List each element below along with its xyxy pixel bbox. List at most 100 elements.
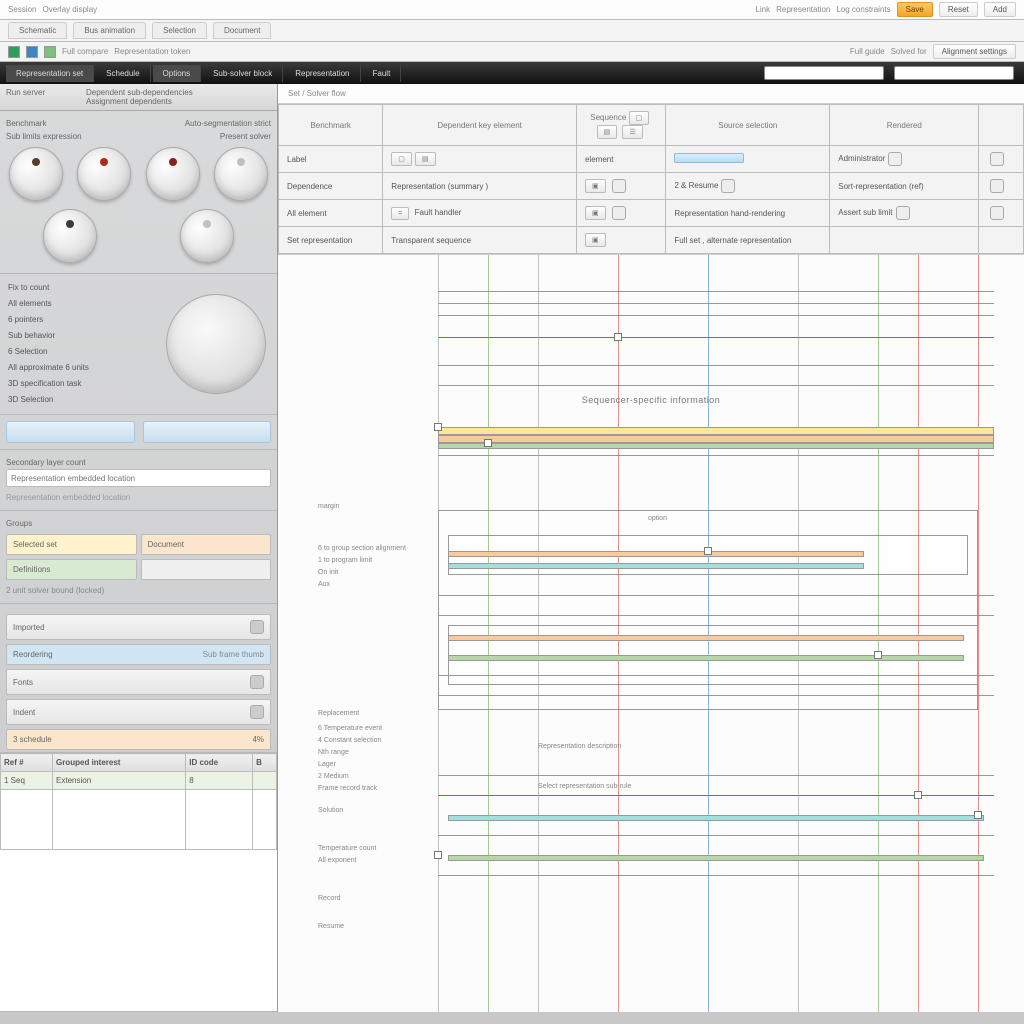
nav-item-3[interactable]: Sub-solver block — [203, 65, 283, 82]
diagram-side-label: Lager — [318, 761, 336, 768]
diagram-node — [484, 439, 492, 447]
list-item[interactable]: All elements — [6, 296, 153, 312]
tag-selected-set[interactable]: Selected set — [6, 534, 137, 555]
ctrl-imported[interactable]: Imported — [6, 614, 271, 640]
tb1-left-0[interactable]: Session — [8, 5, 36, 14]
param-row[interactable]: Dependence Representation (summary ) ▣ 2… — [279, 173, 1024, 200]
tb1-right-0[interactable]: Link — [755, 5, 770, 14]
diagram-vline — [798, 255, 799, 1012]
diagram-node — [614, 333, 622, 341]
tab-document[interactable]: Document — [213, 22, 271, 39]
tb1-right-2[interactable]: Log constraints — [836, 5, 890, 14]
font-icon — [250, 675, 264, 689]
list-item[interactable]: Sub behavior — [6, 328, 153, 344]
extra-row: 2 unit solver bound (locked) — [6, 584, 271, 597]
chip[interactable]: ▢ — [391, 152, 412, 166]
add-button[interactable]: Add — [984, 2, 1016, 17]
knob-3[interactable] — [214, 147, 268, 201]
chip[interactable]: ▤ — [415, 152, 436, 166]
nav-search-2[interactable] — [894, 66, 1014, 80]
ctrl-schedule[interactable]: 3 schedule4% — [6, 729, 271, 750]
list-item[interactable]: All approximate 6 units — [6, 360, 153, 376]
knob-5[interactable] — [180, 209, 234, 263]
chip-eq[interactable]: = — [391, 207, 409, 220]
ctrl-reordering[interactable]: ReorderingSub frame thumb — [6, 644, 271, 665]
tag-document[interactable]: Document — [141, 534, 272, 555]
diagram-track — [448, 635, 964, 641]
knob-2[interactable] — [146, 147, 200, 201]
tb3-right-2[interactable]: Alignment settings — [933, 44, 1016, 59]
diagram-canvas[interactable]: Sequencer-specific information margin6 t… — [278, 254, 1024, 1012]
diagram-track — [438, 435, 994, 443]
tb1-left-1[interactable]: Overlay display — [42, 5, 97, 14]
chip[interactable]: ▣ — [585, 233, 606, 247]
knob-1[interactable] — [77, 147, 131, 201]
reset-button[interactable]: Reset — [939, 2, 978, 17]
chip-icon[interactable]: ☰ — [622, 125, 642, 139]
diagram-track — [448, 815, 984, 821]
more-icon[interactable] — [990, 152, 1004, 166]
nav-item-2[interactable]: Options — [153, 65, 202, 82]
th[interactable]: Grouped interest — [53, 754, 186, 772]
sb-hdr-right-a: Dependent sub-dependencies — [86, 88, 271, 97]
nav-item-5[interactable]: Fault — [363, 65, 402, 82]
tb3-right-1[interactable]: Solved for — [891, 47, 927, 56]
diagram-hline — [438, 303, 994, 304]
swatch-1[interactable] — [26, 46, 38, 58]
list-item[interactable]: Fix to count — [6, 280, 153, 296]
tb1-right-1[interactable]: Representation — [776, 5, 830, 14]
nav-item-1[interactable]: Schedule — [96, 65, 150, 82]
param-row[interactable]: Label ▢▤ element Administrator — [279, 146, 1024, 173]
doc-icon — [721, 179, 735, 193]
diagram-hline — [438, 315, 994, 316]
diagram-inner-label: Select representation sub-rule — [538, 783, 631, 790]
ctrl-fonts[interactable]: Fonts — [6, 669, 271, 695]
search-input[interactable] — [6, 469, 271, 487]
list-item[interactable]: 6 pointers — [6, 312, 153, 328]
table-row[interactable] — [1, 790, 277, 850]
list-item[interactable]: 6 Selection — [6, 344, 153, 360]
tab-selection[interactable]: Selection — [152, 22, 207, 39]
sb-panel-table: Ref # Grouped interest ID code B 1 Seq E… — [0, 753, 277, 1012]
knob-0[interactable] — [9, 147, 63, 201]
diagram-vline — [488, 255, 489, 1012]
sidebar: Run server Dependent sub-dependencies As… — [0, 84, 278, 1012]
list-item[interactable]: 3D Selection — [6, 392, 153, 408]
toolbar-tabs: Schematic Bus animation Selection Docume… — [0, 20, 1024, 42]
diagram-hline — [438, 291, 994, 292]
save-button[interactable]: Save — [897, 2, 933, 17]
tb3-right-0[interactable]: Full guide — [850, 47, 885, 56]
swatch-2[interactable] — [44, 46, 56, 58]
tag-definitions[interactable]: Definitions — [6, 559, 137, 580]
list-item[interactable]: 3D specification task — [6, 376, 153, 392]
table-row[interactable]: 1 Seq Extension 8 — [1, 772, 277, 790]
nav-search-1[interactable] — [764, 66, 884, 80]
nav-item-0[interactable]: Representation set — [6, 65, 94, 82]
diagram-side-label: margin — [318, 503, 339, 510]
preview-thumb — [166, 294, 266, 394]
nav-item-4[interactable]: Representation — [285, 65, 360, 82]
chip[interactable]: ▣ — [585, 206, 606, 220]
action-button-a[interactable] — [6, 421, 135, 443]
tab-bus-animation[interactable]: Bus animation — [73, 22, 146, 39]
param-row[interactable]: Set representation Transparent sequence … — [279, 227, 1024, 254]
tab-schematic[interactable]: Schematic — [8, 22, 67, 39]
more-icon[interactable] — [990, 206, 1004, 220]
param-row[interactable]: All element = Fault handler ▣ Representa… — [279, 200, 1024, 227]
th[interactable]: ID code — [186, 754, 253, 772]
knob-4[interactable] — [43, 209, 97, 263]
tag-empty[interactable] — [141, 559, 272, 580]
ctrl-indent[interactable]: Indent — [6, 699, 271, 725]
diagram-side-label: Aux — [318, 581, 330, 588]
chip-blue[interactable] — [674, 153, 744, 163]
more-icon[interactable] — [990, 179, 1004, 193]
chip[interactable]: ▣ — [585, 179, 606, 193]
diagram-hline — [438, 775, 994, 776]
diagram-track — [448, 855, 984, 861]
swatch-0[interactable] — [8, 46, 20, 58]
th[interactable]: Ref # — [1, 754, 53, 772]
th[interactable]: B — [253, 754, 277, 772]
chip-icon[interactable]: ▤ — [597, 125, 618, 139]
action-button-b[interactable] — [143, 421, 272, 443]
chip-icon[interactable]: ▢ — [629, 111, 650, 125]
